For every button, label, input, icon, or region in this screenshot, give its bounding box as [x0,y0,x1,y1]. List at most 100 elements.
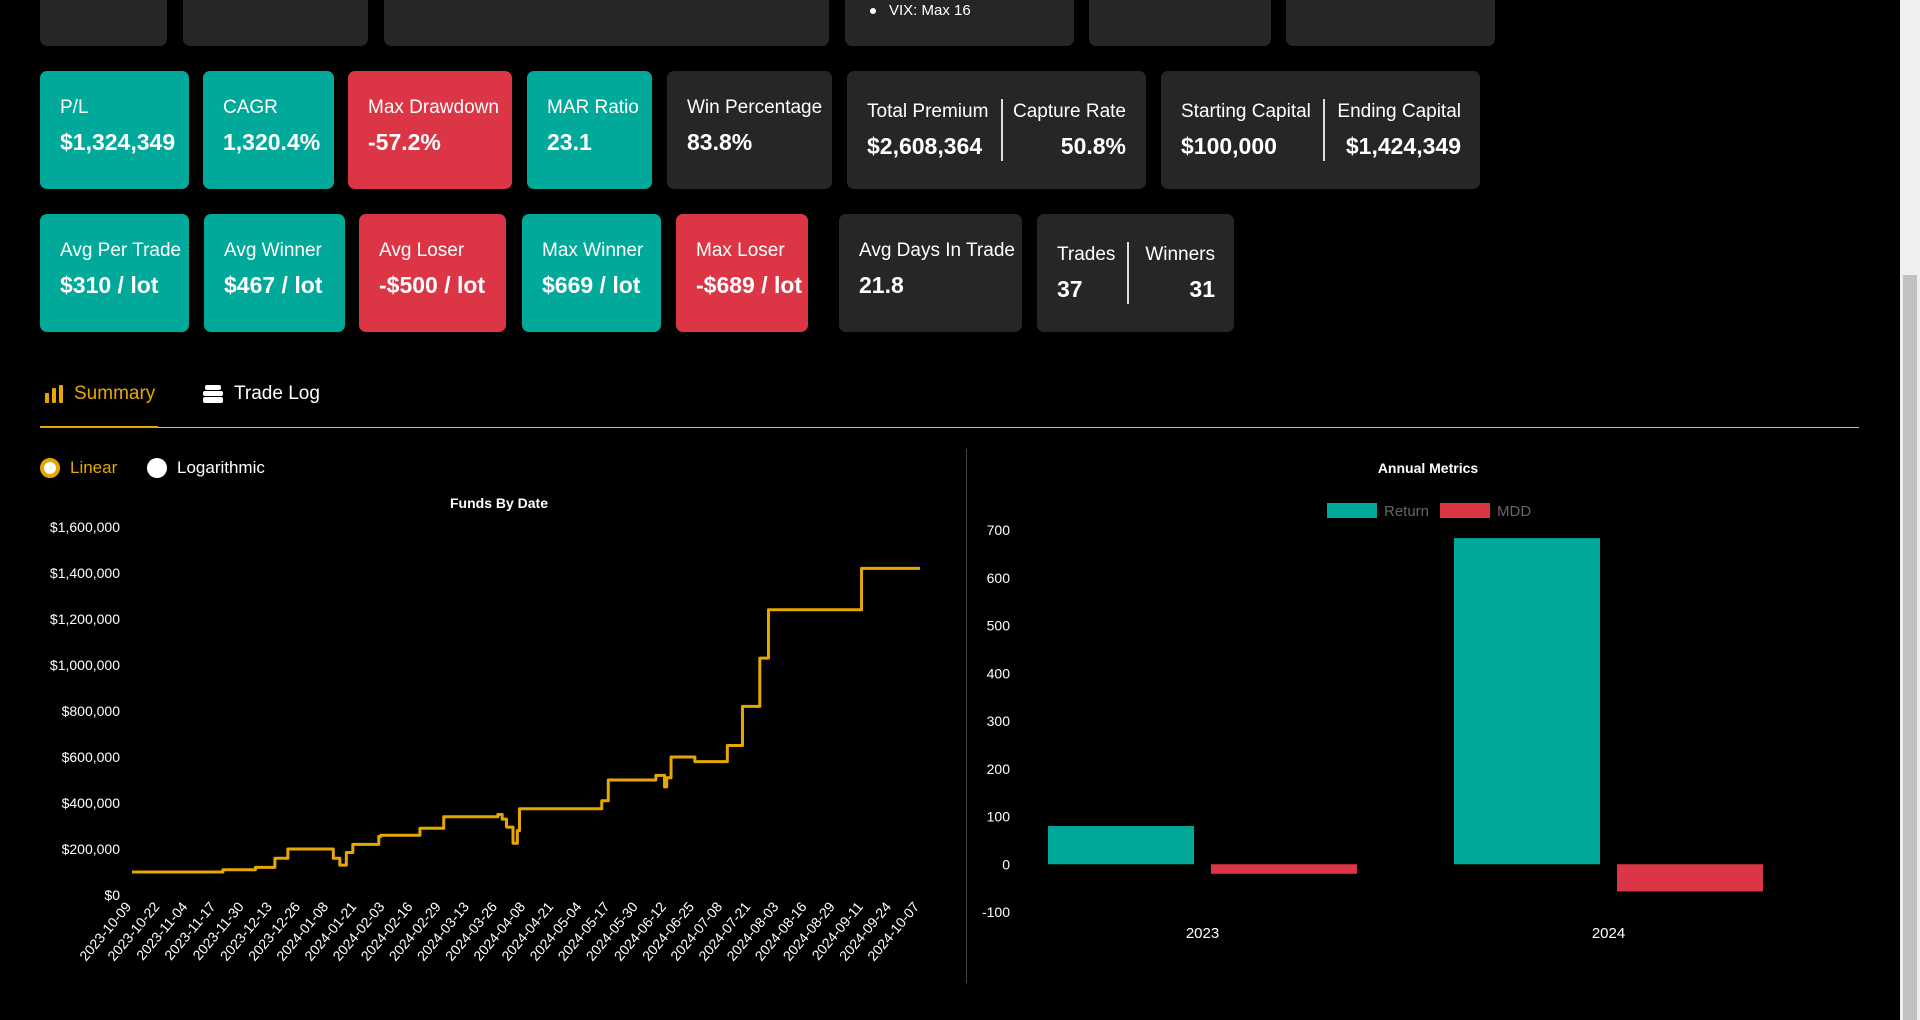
capture-rate-value: 50.8% [1060,133,1126,159]
starting-capital-value: $100,000 [1181,133,1277,159]
total-premium-label: Total Premium [867,101,989,122]
y-tick-label: 500 [987,618,1011,634]
annual-metrics-chart: Annual Metrics Return MDD -100 0 100 200 300 400… [982,460,1763,942]
tab-trade-log[interactable]: Trade Log [202,383,320,405]
legend-swatch-return [1327,503,1377,518]
metric-premium-capture: Total Premium $2,608,364 Capture Rate 50… [847,71,1146,189]
metric-value: -$500 / lot [379,272,486,298]
metric-avg-winner: Avg Winner $467 / lot [204,214,345,332]
metric-capital: Starting Capital $100,000 Ending Capital… [1161,71,1480,189]
x-tick-label: 2023 [1186,925,1219,942]
y-tick-label: $1,000,000 [50,657,120,673]
metric-value: 21.8 [859,272,904,298]
scrollbar-thumb[interactable] [1903,275,1917,1020]
metric-value: 23.1 [547,129,592,155]
y-tick-label: 600 [987,570,1011,586]
vix-bullet [870,8,876,14]
ending-capital-label: Ending Capital [1337,101,1461,122]
card-divider [1323,99,1325,161]
metric-label: Win Percentage [687,97,823,118]
y-tick-label: 700 [987,522,1011,538]
legend-label-mdd: MDD [1497,503,1531,520]
metric-label: CAGR [223,97,278,118]
tab-summary[interactable]: Summary [44,383,155,405]
trades-value: 37 [1057,276,1083,302]
metric-value: -57.2% [368,129,441,155]
chart-title: Funds By Date [450,495,548,511]
metric-max-loser: Max Loser -$689 / lot [676,214,808,332]
total-premium-value: $2,608,364 [867,133,983,159]
radio-unselected-icon [147,458,167,478]
metric-max-drawdown: Max Drawdown -57.2% [348,71,512,189]
y-tick-label: $1,600,000 [50,519,120,535]
starting-capital-label: Starting Capital [1181,101,1311,122]
ending-capital-value: $1,424,349 [1345,133,1461,159]
metric-value: $1,324,349 [60,129,176,155]
y-tick-label: $400,000 [62,795,121,811]
y-tick-label: $800,000 [62,703,121,719]
radio-selected-icon [40,458,60,478]
metric-label: Max Drawdown [368,97,499,118]
capture-rate-label: Capture Rate [1012,101,1126,122]
metric-avg-per-trade: Avg Per Trade $310 / lot [40,214,189,332]
metric-pl: P/L $1,324,349 [40,71,189,189]
radio-linear-label: Linear [70,458,118,477]
metric-label: Max Loser [696,240,785,261]
metric-label: Avg Days In Trade [859,240,1015,261]
metric-value: 83.8% [687,129,753,155]
bar-chart-icon [45,385,63,403]
tab-summary-underline [40,426,158,428]
panel-divider [966,449,967,983]
metric-label: Max Winner [542,240,644,261]
top-card-5 [1089,0,1271,46]
legend-label-return: Return [1384,503,1429,520]
metric-value: 1,320.4% [223,129,321,155]
winners-label: Winners [1145,244,1215,265]
radio-logarithmic[interactable]: Logarithmic [147,458,265,478]
x-tick-label: 2024 [1592,925,1625,942]
scrollbar-track[interactable] [1900,0,1920,1020]
y-tick-label: $600,000 [62,749,121,765]
y-tick-label: $0 [104,887,120,903]
tab-summary-label: Summary [74,383,156,404]
funds-series-line [132,566,920,874]
metric-value: $669 / lot [542,272,641,298]
tab-trade-log-label: Trade Log [234,383,320,404]
bar-mdd-2023 [1211,864,1357,874]
legend-swatch-mdd [1440,503,1490,518]
winners-value: 31 [1189,276,1215,302]
trades-label: Trades [1057,244,1116,265]
chart-title: Annual Metrics [1378,460,1479,476]
top-card-3 [384,0,829,46]
top-card-2 [183,0,368,46]
vix-item: VIX: Max 16 [889,2,971,19]
bar-mdd-2024 [1617,864,1763,892]
metric-label: Avg Winner [224,240,322,261]
tabs-baseline [40,427,1859,428]
metric-mar-ratio: MAR Ratio 23.1 [527,71,652,189]
top-card-1 [40,0,167,46]
y-tick-label: 200 [987,761,1011,777]
metric-trades-winners: Trades 37 Winners 31 [1037,214,1234,332]
stack-icon [203,385,223,403]
metric-value: -$689 / lot [696,272,803,298]
metric-avg-loser: Avg Loser -$500 / lot [359,214,506,332]
metric-label: MAR Ratio [547,97,639,118]
y-tick-label: $200,000 [62,841,121,857]
bar-return-2023 [1048,826,1194,865]
top-card-6 [1286,0,1495,46]
funds-by-date-chart: Funds By Date $0 $200,000 $400,000 $600,000 $… [50,495,923,964]
y-tick-label: $1,400,000 [50,565,120,581]
y-tick-label: 400 [987,665,1011,681]
radio-linear[interactable]: Linear [40,458,117,478]
bar-return-2024 [1454,538,1600,865]
metric-cagr: CAGR 1,320.4% [203,71,334,189]
metric-win-percentage: Win Percentage 83.8% [667,71,832,189]
metric-label: Avg Per Trade [60,240,182,261]
y-tick-label: -100 [982,904,1010,920]
metric-value: $467 / lot [224,272,323,298]
y-tick-label: 0 [1002,856,1010,872]
top-card-4: VIX: Max 16 [845,0,1074,46]
radio-logarithmic-label: Logarithmic [177,458,265,477]
y-tick-label: 100 [987,809,1011,825]
